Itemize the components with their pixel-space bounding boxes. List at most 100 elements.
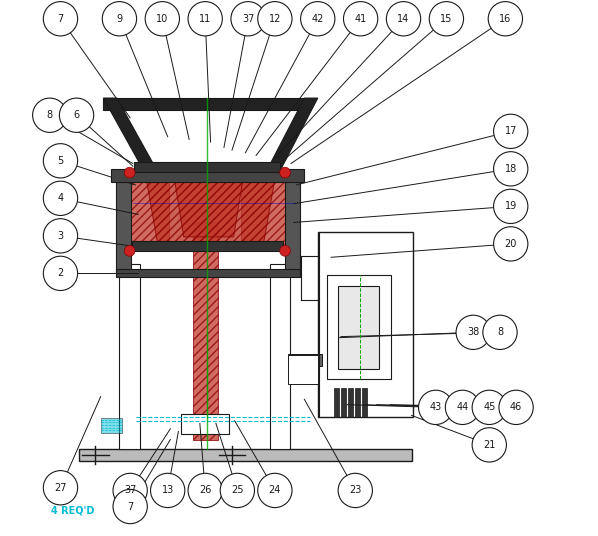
Circle shape (145, 2, 179, 36)
Text: 42: 42 (312, 14, 324, 24)
Bar (338, 286, 379, 369)
Bar (111, 169, 304, 182)
Circle shape (493, 152, 528, 186)
Text: 43: 43 (429, 403, 442, 412)
Text: 24: 24 (269, 486, 281, 495)
Circle shape (113, 473, 147, 508)
Circle shape (301, 2, 335, 36)
Text: 25: 25 (231, 486, 243, 495)
Bar (241, 170, 285, 244)
Circle shape (386, 2, 420, 36)
Text: 7: 7 (57, 14, 63, 24)
Text: 46: 46 (510, 403, 522, 412)
Circle shape (429, 2, 463, 36)
Text: 37: 37 (124, 486, 136, 495)
Circle shape (43, 471, 78, 505)
Circle shape (188, 473, 222, 508)
Circle shape (220, 473, 255, 508)
Circle shape (43, 2, 78, 36)
Polygon shape (175, 181, 243, 237)
Text: 37: 37 (242, 14, 254, 24)
Bar (341, 388, 346, 417)
Circle shape (258, 473, 292, 508)
Text: 12: 12 (269, 14, 281, 24)
Circle shape (419, 390, 453, 425)
Circle shape (43, 144, 78, 178)
Circle shape (338, 473, 373, 508)
Text: 38: 38 (467, 327, 480, 337)
Circle shape (124, 245, 135, 256)
Text: 19: 19 (505, 202, 517, 211)
Circle shape (33, 98, 67, 132)
Text: 20: 20 (505, 239, 517, 249)
Bar (115, 174, 131, 273)
Bar (103, 98, 304, 110)
Circle shape (493, 227, 528, 261)
Text: 41: 41 (355, 14, 367, 24)
Text: 5: 5 (57, 156, 63, 166)
Circle shape (483, 315, 517, 349)
Bar (288, 354, 322, 366)
Polygon shape (103, 98, 157, 170)
Bar (125, 170, 169, 244)
Bar (80, 449, 411, 461)
Circle shape (124, 167, 135, 178)
Circle shape (188, 2, 222, 36)
Text: 8: 8 (47, 110, 53, 120)
Circle shape (343, 2, 378, 36)
Text: 11: 11 (199, 14, 211, 24)
Circle shape (446, 390, 480, 425)
Bar (285, 174, 300, 273)
Circle shape (151, 473, 185, 508)
Polygon shape (145, 170, 276, 249)
Circle shape (43, 181, 78, 215)
Text: 13: 13 (161, 486, 174, 495)
Circle shape (493, 189, 528, 224)
Text: 45: 45 (483, 403, 496, 412)
Bar (334, 388, 339, 417)
Circle shape (102, 2, 136, 36)
Circle shape (472, 390, 507, 425)
Text: 26: 26 (199, 486, 211, 495)
Text: 15: 15 (440, 14, 453, 24)
Bar (181, 414, 229, 434)
Circle shape (456, 315, 490, 349)
Circle shape (258, 2, 292, 36)
Circle shape (493, 114, 528, 148)
FancyBboxPatch shape (100, 418, 122, 433)
Bar (120, 264, 140, 449)
Bar (288, 355, 318, 384)
Bar (318, 232, 413, 417)
Text: 44: 44 (456, 403, 469, 412)
Bar (362, 388, 367, 417)
Text: 10: 10 (156, 14, 169, 24)
Text: 16: 16 (499, 14, 511, 24)
Bar (135, 162, 280, 172)
Circle shape (231, 2, 266, 36)
Text: 7: 7 (127, 502, 133, 511)
Circle shape (472, 428, 507, 462)
Text: 4: 4 (57, 193, 63, 203)
Text: 6: 6 (74, 110, 80, 120)
Circle shape (499, 390, 533, 425)
Text: 21: 21 (483, 440, 496, 450)
Bar (270, 264, 290, 449)
Text: 18: 18 (505, 164, 517, 174)
Bar (115, 269, 300, 277)
Text: 9: 9 (117, 14, 123, 24)
Text: 4 REQ'D: 4 REQ'D (51, 505, 94, 516)
Text: 8: 8 (497, 327, 503, 337)
Bar (132, 241, 283, 251)
Text: 17: 17 (505, 126, 517, 136)
Circle shape (280, 167, 291, 178)
Circle shape (43, 219, 78, 253)
Circle shape (43, 256, 78, 291)
Bar (328, 275, 390, 379)
Bar (348, 388, 353, 417)
Text: 2: 2 (57, 269, 63, 278)
Circle shape (488, 2, 523, 36)
Bar (193, 222, 218, 440)
Text: 3: 3 (57, 231, 63, 241)
Circle shape (113, 489, 147, 524)
Text: 27: 27 (54, 483, 67, 493)
